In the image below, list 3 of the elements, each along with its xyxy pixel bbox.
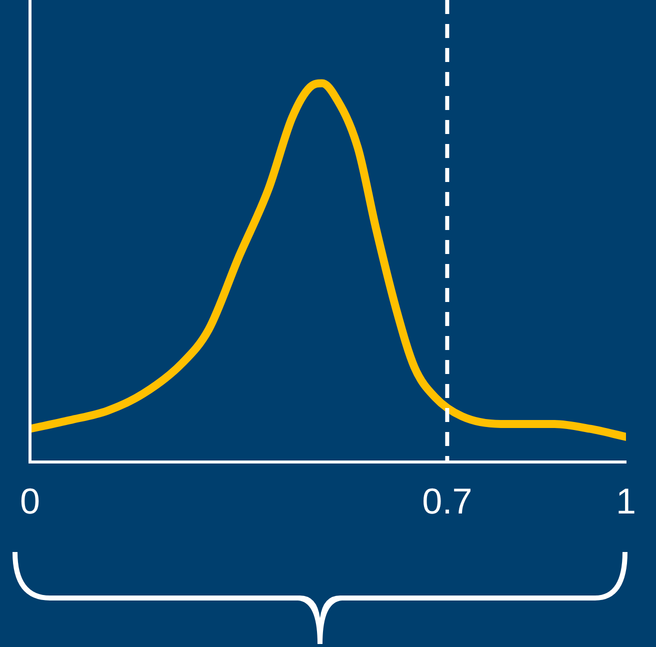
x-tick-label: 0.7 <box>422 480 472 522</box>
x-tick-label: 0 <box>20 480 40 522</box>
x-tick-label: 1 <box>616 480 636 522</box>
